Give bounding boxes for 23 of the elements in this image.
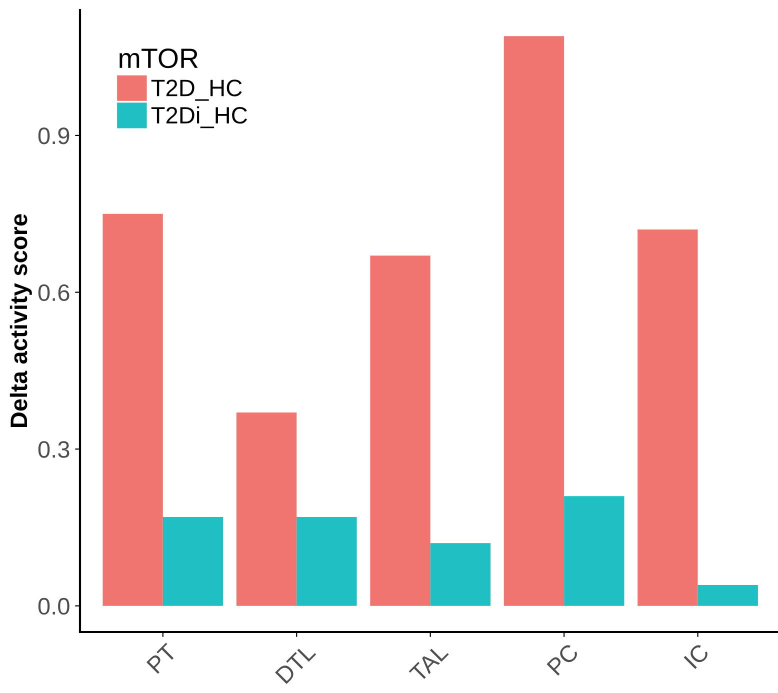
y-tick-label: 0.3: [38, 441, 70, 458]
bar: [564, 496, 624, 606]
bar: [102, 214, 163, 606]
x-tick-label: TAL: [408, 642, 449, 683]
y-tick-label: 0.6: [38, 284, 70, 302]
x-tick-label: PC: [546, 642, 580, 676]
legend-title: mTOR: [120, 48, 198, 68]
bar: [430, 543, 491, 606]
y-axis-title: Delta activity score: [10, 214, 32, 428]
bar: [504, 36, 564, 606]
x-tick-label: IC: [684, 642, 710, 670]
x-tick-label: DTL: [275, 642, 316, 684]
y-tick-label: 0.0: [38, 598, 70, 615]
bar: [370, 256, 430, 606]
legend-label: T2Di_HC: [151, 106, 248, 128]
x-tick-label: PT: [146, 642, 178, 674]
bar: [162, 517, 224, 606]
bar: [296, 517, 357, 606]
bar: [638, 230, 698, 606]
legend-label: T2D_HC: [151, 80, 242, 101]
bar: [698, 584, 758, 606]
bar: [236, 412, 297, 606]
y-tick-label: 0.9: [38, 128, 70, 144]
